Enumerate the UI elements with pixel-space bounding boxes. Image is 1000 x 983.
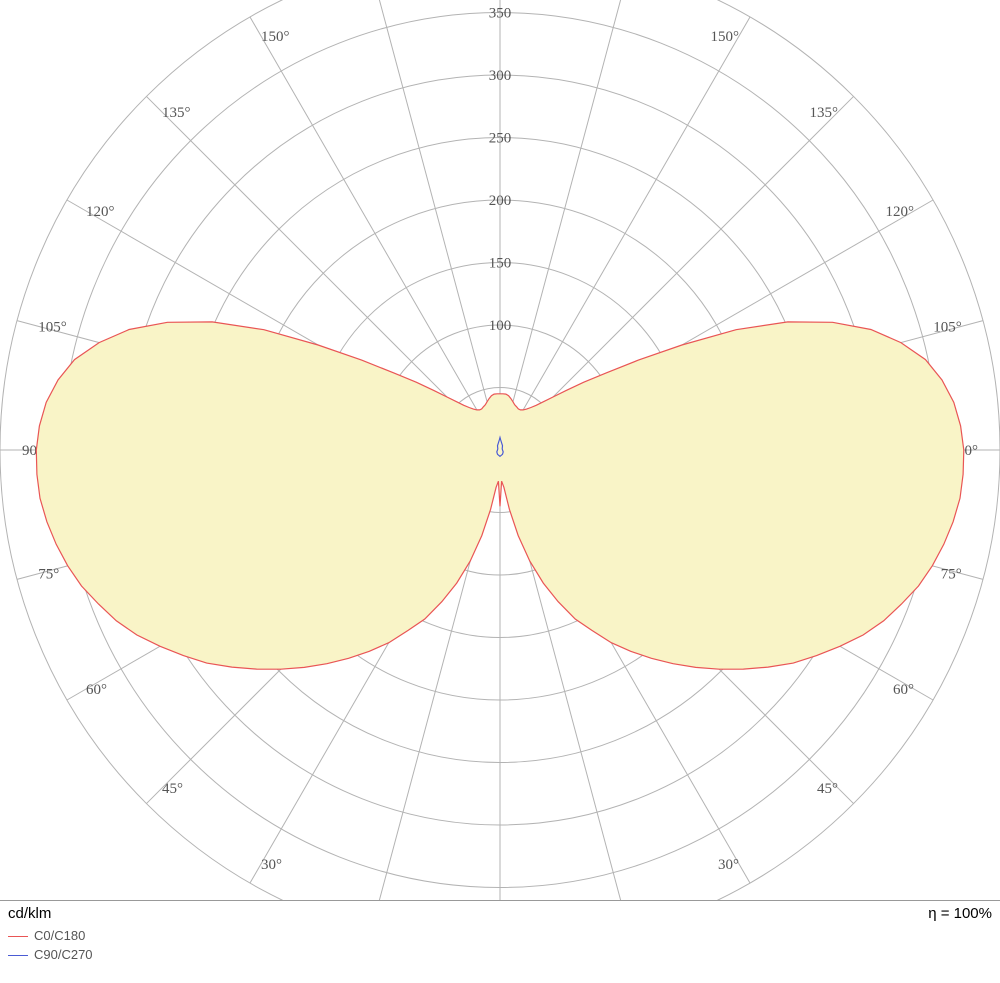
- legend-label: C90/C270: [34, 947, 93, 962]
- axis-footer: cd/klm η = 100%: [0, 900, 1000, 926]
- svg-text:150°: 150°: [261, 29, 290, 45]
- svg-text:120°: 120°: [86, 204, 115, 220]
- svg-text:60°: 60°: [893, 682, 914, 698]
- svg-text:105°: 105°: [38, 319, 67, 335]
- svg-text:75°: 75°: [941, 567, 962, 583]
- svg-text:300: 300: [489, 68, 512, 84]
- legend-swatch: [8, 955, 28, 956]
- svg-text:105°: 105°: [933, 319, 962, 335]
- legend-swatch: [8, 936, 28, 937]
- svg-text:30°: 30°: [718, 857, 739, 873]
- legend-item: C90/C270: [0, 945, 1000, 964]
- svg-text:150: 150: [489, 256, 512, 272]
- svg-text:45°: 45°: [817, 781, 838, 797]
- svg-text:60°: 60°: [86, 682, 107, 698]
- unit-label: cd/klm: [8, 905, 51, 922]
- svg-text:100: 100: [489, 318, 512, 334]
- efficiency-label: η = 100%: [928, 905, 992, 922]
- svg-text:350: 350: [489, 6, 512, 22]
- svg-text:45°: 45°: [162, 781, 183, 797]
- polar-chart: 135°150°150°135°120°105°90°75°60°45°30°3…: [0, 0, 1000, 900]
- svg-text:250: 250: [489, 131, 512, 147]
- svg-text:150°: 150°: [711, 29, 740, 45]
- legend-label: C0/C180: [34, 928, 85, 943]
- svg-text:30°: 30°: [261, 857, 282, 873]
- svg-text:135°: 135°: [162, 105, 191, 121]
- svg-text:75°: 75°: [38, 567, 59, 583]
- svg-text:120°: 120°: [885, 204, 914, 220]
- svg-text:135°: 135°: [809, 105, 838, 121]
- legend-item: C0/C180: [0, 926, 1000, 945]
- svg-text:200: 200: [489, 193, 512, 209]
- legend: C0/C180 C90/C270: [0, 926, 1000, 964]
